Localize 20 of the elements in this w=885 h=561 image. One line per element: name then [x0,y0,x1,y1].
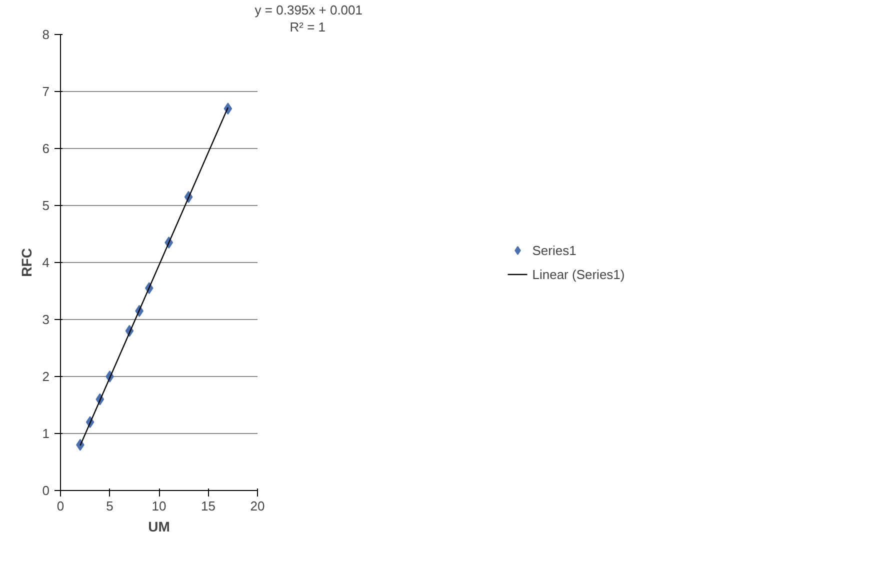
x-axis-title: UM [148,518,170,534]
x-tick-label: 5 [106,498,114,514]
legend-label: Linear (Series1) [532,266,625,282]
y-tick-label: 5 [42,198,50,213]
y-tick-label: 8 [42,27,50,42]
y-tick-label: 0 [42,483,50,498]
x-tick-label: 20 [250,498,265,514]
text: y = 0.395x + 0.001 [254,2,363,18]
y-tick-label: 1 [42,426,50,441]
y-tick-label: 7 [42,84,50,99]
x-tick-label: 15 [201,498,216,514]
y-tick-label: 6 [42,141,50,156]
y-tick-label: 4 [42,255,50,270]
y-tick-label: 3 [42,312,50,327]
legend-label: Series1 [532,242,576,258]
x-tick-label: 0 [56,498,64,514]
y-axis-title: RFC [18,248,34,277]
x-tick-label: 10 [152,498,166,514]
text: R² = 1 [290,20,326,34]
y-tick-label: 2 [42,369,50,384]
